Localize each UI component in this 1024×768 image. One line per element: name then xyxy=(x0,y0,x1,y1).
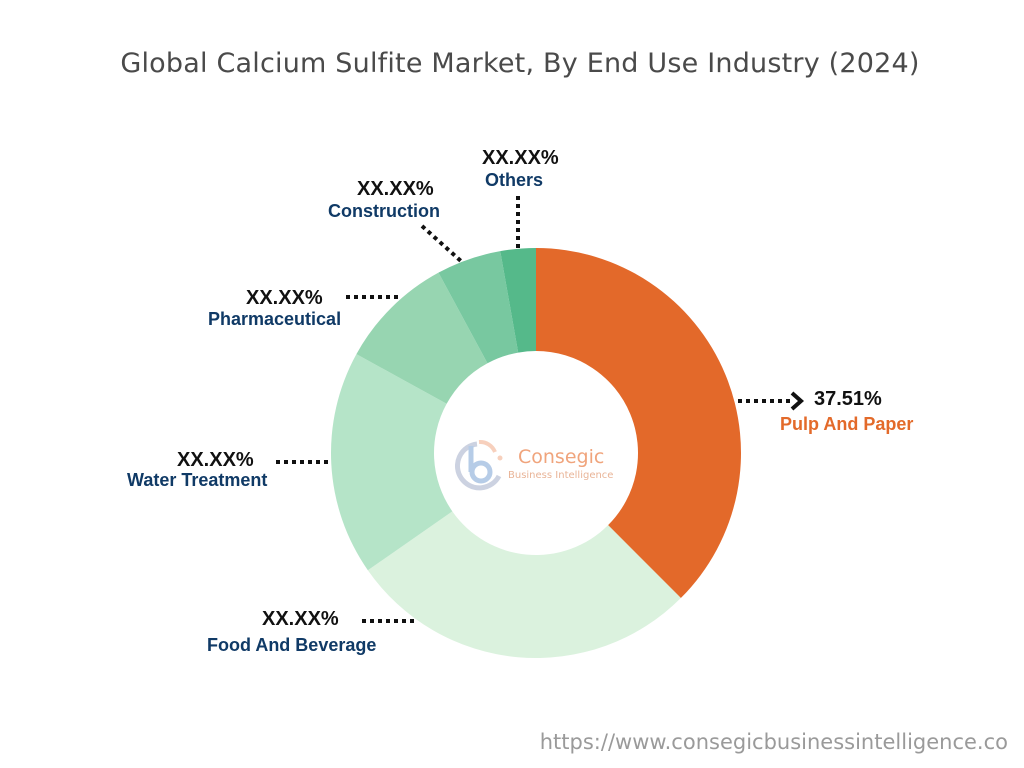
label-name-food-and-beverage: Food And Beverage xyxy=(207,635,377,655)
label-name-others: Others xyxy=(485,170,544,190)
label-value-water-treatment: XX.XX% xyxy=(177,449,254,471)
donut-slice-construction xyxy=(438,251,519,364)
donut-slice-pulp-and-paper xyxy=(536,248,741,599)
arrow-head-icon xyxy=(790,391,805,411)
donut-slice-food-and-beverage xyxy=(367,511,681,658)
label-name-construction: Construction xyxy=(328,201,440,221)
source-url: https://www.consegicbusinessintelligence… xyxy=(539,730,1008,754)
label-name-pulp-and-paper: Pulp And Paper xyxy=(780,414,914,434)
leader-line-construction xyxy=(420,224,464,264)
donut-slices xyxy=(330,248,741,658)
label-value-others: XX.XX% xyxy=(482,147,559,169)
label-value-food-and-beverage: XX.XX% xyxy=(262,608,339,630)
donut-slice-pharmaceutical xyxy=(356,272,488,404)
label-name-pharmaceutical: Pharmaceutical xyxy=(208,309,342,329)
consegic-logo-icon xyxy=(455,436,505,501)
label-value-pharmaceutical: XX.XX% xyxy=(246,287,323,309)
label-value-pulp-and-paper: 37.51% xyxy=(814,388,882,410)
watermark-tagline: Business Intelligence xyxy=(508,470,614,481)
donut-slice-water-treatment xyxy=(330,354,453,571)
chart-title: Global Calcium Sulfite Market, By End Us… xyxy=(120,48,920,79)
donut-slice-others xyxy=(500,248,536,353)
watermark-brand: Consegic xyxy=(518,446,605,468)
label-value-construction: XX.XX% xyxy=(357,178,434,200)
label-name-water-treatment: Water Treatment xyxy=(127,470,268,490)
